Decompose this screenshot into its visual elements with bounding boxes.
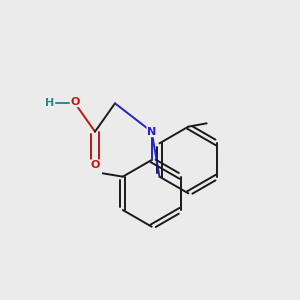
Text: O: O <box>90 160 100 170</box>
Text: N: N <box>147 127 156 137</box>
Text: H: H <box>45 98 55 108</box>
Text: O: O <box>70 97 80 107</box>
